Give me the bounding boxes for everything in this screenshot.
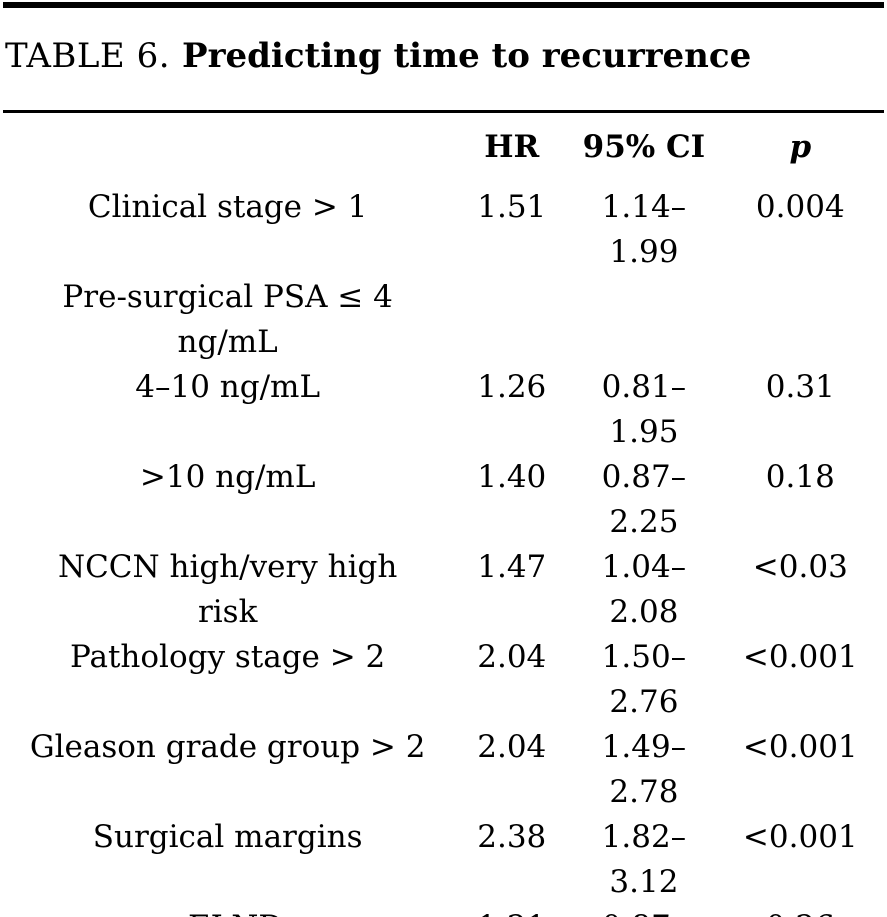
hr-value-cell: 1.26: [477, 369, 547, 405]
p-value-cell: 0.26: [717, 905, 884, 917]
table-row: Pathology stage > 2 2.04 1.50–2.76 <0.00…: [3, 635, 884, 725]
ci-value-cell: 1.50–2.76: [601, 639, 687, 720]
title-rule: [3, 110, 884, 113]
hr-value-cell: 2.04: [477, 729, 547, 765]
p-value-cell: <0.001: [742, 639, 858, 675]
ci-value-cell: 1.49–2.78: [601, 729, 687, 810]
variable-label-cell: Gleason grade group > 2: [29, 729, 426, 765]
hr-value-cell: 1.21: [452, 905, 571, 917]
ci-value-cell: 0.87–1.70: [571, 905, 716, 917]
hr-value-cell: [452, 275, 571, 365]
p-value-cell: 0.004: [755, 189, 845, 225]
table-row: 4–10 ng/mL 1.26 0.81–1.95 0.31: [3, 365, 884, 455]
variable-label-cell: Surgical margins: [92, 819, 363, 855]
ci-value-cell: 1.14–1.99: [601, 189, 687, 270]
table-row: sELND 1.21 0.87–1.70 0.26: [3, 905, 884, 917]
variable-label-cell: sELND: [3, 905, 452, 917]
ci-value-cell: 0.81–1.95: [601, 369, 687, 450]
table-title-text: Predicting time to recurrence: [182, 36, 752, 76]
ci-value-cell: [571, 275, 716, 365]
col-header-variable: [3, 125, 452, 185]
col-header-p: p: [789, 129, 812, 165]
table-title: TABLE 6. Predicting time to recurrence: [5, 33, 884, 79]
hr-value-cell: 1.51: [477, 189, 547, 225]
variable-label-cell: NCCN high/very high risk: [57, 549, 398, 630]
table-row: Pre-surgical PSA ≤ 4 ng/mL: [3, 275, 884, 365]
variable-label-cell: Pathology stage > 2: [70, 639, 386, 675]
p-value-cell: 0.31: [765, 369, 835, 405]
variable-label-cell: 4–10 ng/mL: [135, 369, 321, 405]
col-header-hr: HR: [484, 129, 540, 165]
p-value-cell: <0.001: [742, 819, 858, 855]
col-header-ci: 95% CI: [582, 129, 706, 165]
stats-table: HR 95% CI p Clinical stage > 1 1.51 1.14…: [3, 125, 884, 917]
variable-label-cell: Pre-surgical PSA ≤ 4 ng/mL: [62, 279, 393, 360]
table-row: Gleason grade group > 2 2.04 1.49–2.78 <…: [3, 725, 884, 815]
table-row: NCCN high/very high risk 1.47 1.04–2.08 …: [3, 545, 884, 635]
hr-value-cell: 1.40: [477, 459, 547, 495]
table-title-number: TABLE 6.: [5, 36, 171, 76]
hr-value-cell: 2.38: [477, 819, 547, 855]
p-value-cell: <0.03: [752, 549, 848, 585]
p-value-cell: 0.18: [765, 459, 835, 495]
ci-value-cell: 1.04–2.08: [601, 549, 687, 630]
table-row: Surgical margins 2.38 1.82–3.12 <0.001: [3, 815, 884, 905]
hr-value-cell: 1.47: [477, 549, 547, 585]
ci-value-cell: 1.82–3.12: [601, 819, 687, 900]
variable-label-cell: >10 ng/mL: [139, 459, 316, 495]
table-row: Clinical stage > 1 1.51 1.14–1.99 0.004: [3, 185, 884, 275]
ci-value-cell: 0.87–2.25: [601, 459, 687, 540]
variable-label-cell: Clinical stage > 1: [87, 189, 368, 225]
top-rule: [3, 2, 884, 8]
p-value-cell: [717, 275, 884, 365]
header-row: HR 95% CI p: [3, 125, 884, 185]
p-value-cell: <0.001: [742, 729, 858, 765]
hr-value-cell: 2.04: [477, 639, 547, 675]
table-row: >10 ng/mL 1.40 0.87–2.25 0.18: [3, 455, 884, 545]
